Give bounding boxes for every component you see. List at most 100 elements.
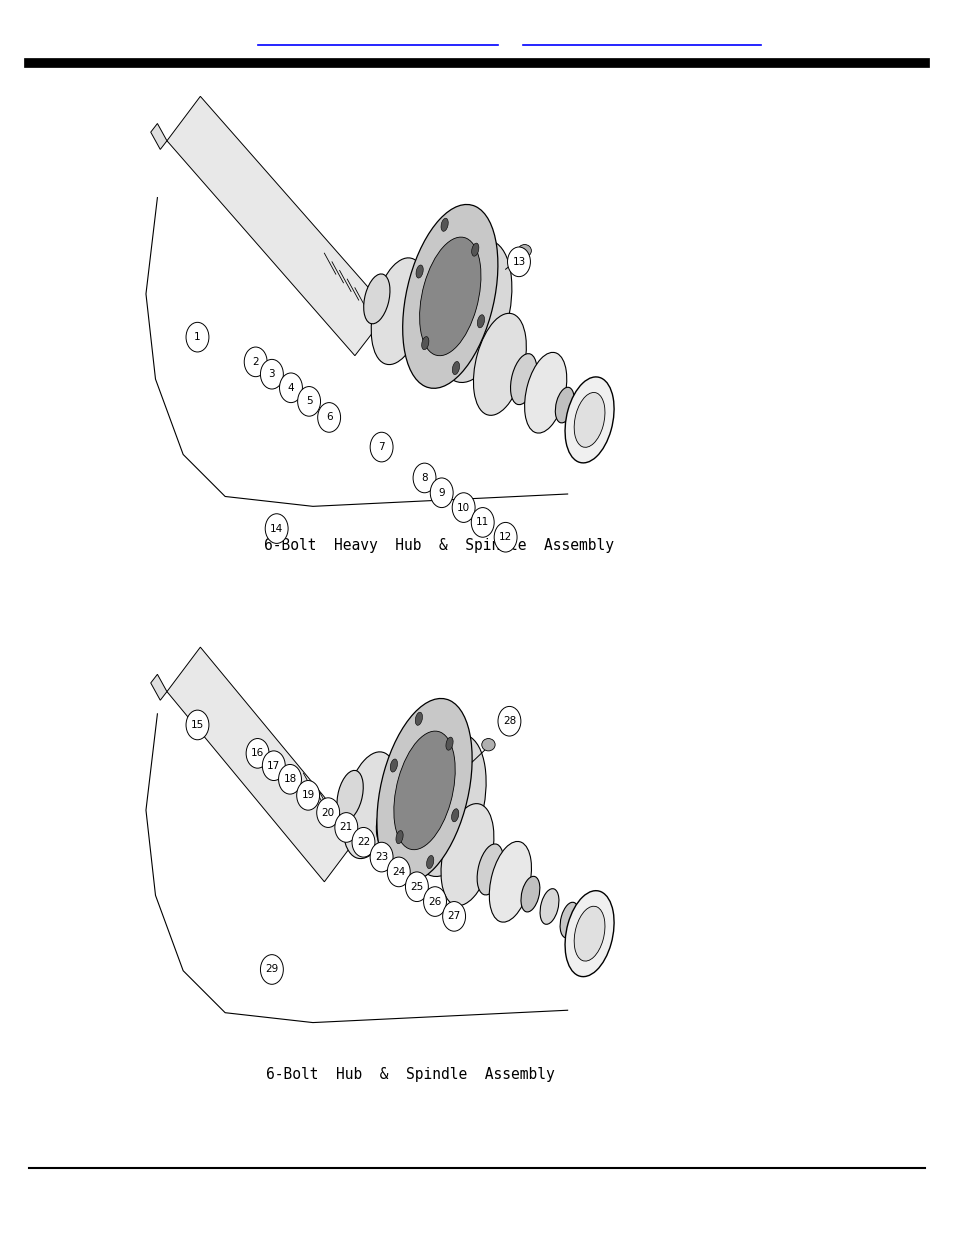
Ellipse shape — [517, 245, 531, 257]
Ellipse shape — [402, 205, 497, 388]
Ellipse shape — [394, 731, 455, 850]
Circle shape — [452, 493, 475, 522]
Text: 14: 14 — [270, 524, 283, 534]
Ellipse shape — [405, 298, 436, 354]
Text: 9: 9 — [438, 488, 444, 498]
Circle shape — [244, 347, 267, 377]
Circle shape — [316, 798, 339, 827]
Circle shape — [471, 508, 494, 537]
Ellipse shape — [390, 760, 397, 772]
Circle shape — [317, 403, 340, 432]
Circle shape — [335, 813, 357, 842]
Ellipse shape — [473, 314, 526, 415]
Ellipse shape — [342, 752, 397, 858]
Circle shape — [260, 359, 283, 389]
Text: 6-Bolt  Hub  &  Spindle  Assembly: 6-Bolt Hub & Spindle Assembly — [266, 1067, 554, 1082]
Ellipse shape — [410, 734, 486, 877]
Circle shape — [494, 522, 517, 552]
Ellipse shape — [419, 237, 480, 356]
Text: 21: 21 — [339, 823, 353, 832]
Text: 26: 26 — [428, 897, 441, 906]
Text: 28: 28 — [502, 716, 516, 726]
Circle shape — [246, 739, 269, 768]
Ellipse shape — [574, 393, 604, 447]
Circle shape — [405, 872, 428, 902]
Circle shape — [186, 710, 209, 740]
Circle shape — [297, 387, 320, 416]
Circle shape — [497, 706, 520, 736]
Ellipse shape — [574, 906, 604, 961]
Circle shape — [260, 955, 283, 984]
Text: 24: 24 — [392, 867, 405, 877]
Ellipse shape — [376, 699, 472, 882]
Ellipse shape — [371, 258, 426, 364]
Text: 6-Bolt  Heavy  Hub  &  Spindle  Assembly: 6-Bolt Heavy Hub & Spindle Assembly — [264, 538, 613, 553]
Text: 5: 5 — [306, 396, 312, 406]
Ellipse shape — [445, 737, 453, 750]
Text: 8: 8 — [421, 473, 427, 483]
Ellipse shape — [476, 844, 503, 895]
Text: 2: 2 — [253, 357, 258, 367]
Circle shape — [352, 827, 375, 857]
Ellipse shape — [476, 315, 484, 327]
Circle shape — [387, 857, 410, 887]
Text: 29: 29 — [265, 965, 278, 974]
Polygon shape — [167, 96, 389, 356]
Polygon shape — [167, 647, 357, 882]
Circle shape — [279, 373, 302, 403]
Ellipse shape — [510, 353, 537, 405]
Circle shape — [423, 887, 446, 916]
Text: 3: 3 — [269, 369, 274, 379]
Ellipse shape — [564, 377, 614, 463]
Ellipse shape — [471, 243, 478, 256]
Ellipse shape — [559, 903, 578, 937]
Ellipse shape — [440, 219, 448, 231]
Text: 11: 11 — [476, 517, 489, 527]
Text: 17: 17 — [267, 761, 280, 771]
Circle shape — [370, 842, 393, 872]
Circle shape — [413, 463, 436, 493]
Circle shape — [278, 764, 301, 794]
Ellipse shape — [336, 771, 363, 820]
Text: 10: 10 — [456, 503, 470, 513]
Ellipse shape — [452, 362, 459, 374]
Text: 6: 6 — [326, 412, 332, 422]
Ellipse shape — [451, 809, 458, 821]
Text: 20: 20 — [321, 808, 335, 818]
Circle shape — [370, 432, 393, 462]
Circle shape — [262, 751, 285, 781]
Circle shape — [442, 902, 465, 931]
Polygon shape — [151, 124, 167, 149]
Ellipse shape — [421, 337, 429, 350]
Circle shape — [507, 247, 530, 277]
Ellipse shape — [564, 890, 614, 977]
Ellipse shape — [395, 831, 403, 844]
Text: 19: 19 — [301, 790, 314, 800]
Ellipse shape — [520, 877, 539, 911]
Text: 12: 12 — [498, 532, 512, 542]
Ellipse shape — [415, 713, 422, 725]
Circle shape — [186, 322, 209, 352]
Circle shape — [430, 478, 453, 508]
Text: 18: 18 — [283, 774, 296, 784]
Text: 22: 22 — [356, 837, 370, 847]
Text: 13: 13 — [512, 257, 525, 267]
Ellipse shape — [524, 352, 566, 433]
Ellipse shape — [489, 841, 531, 923]
Ellipse shape — [539, 889, 558, 924]
Text: 7: 7 — [378, 442, 384, 452]
Polygon shape — [151, 674, 167, 700]
Ellipse shape — [555, 388, 574, 422]
Circle shape — [296, 781, 319, 810]
Text: 16: 16 — [251, 748, 264, 758]
Text: 15: 15 — [191, 720, 204, 730]
Ellipse shape — [363, 274, 390, 324]
Text: 23: 23 — [375, 852, 388, 862]
Ellipse shape — [416, 266, 423, 278]
Text: 4: 4 — [288, 383, 294, 393]
Ellipse shape — [426, 856, 434, 868]
Ellipse shape — [440, 804, 494, 905]
Ellipse shape — [481, 739, 495, 751]
Text: 27: 27 — [447, 911, 460, 921]
Circle shape — [265, 514, 288, 543]
